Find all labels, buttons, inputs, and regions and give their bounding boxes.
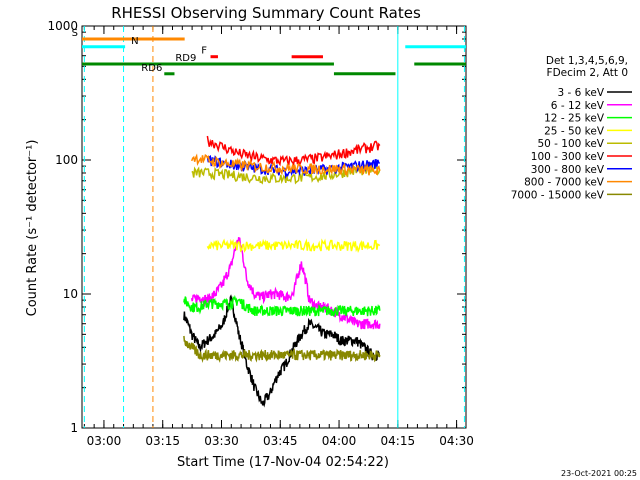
x-tick-label: 03:15	[145, 434, 180, 448]
legend-header-line: Det 1,3,4,5,6,9,	[546, 55, 628, 67]
y-tick-label: 100	[55, 153, 78, 167]
y-tick-label: 1	[70, 421, 78, 435]
flag-label: F	[201, 46, 207, 57]
x-axis: 03:00 03:15 03:30 03:45 04:00 04:15 04:30	[83, 26, 474, 448]
legend-label: 100 - 300 keV	[531, 151, 605, 163]
legend-label: 800 - 7000 keV	[524, 177, 605, 189]
flag-label: S	[72, 28, 78, 39]
x-axis-label: Start Time (17-Nov-04 02:54:22)	[177, 455, 389, 470]
y-axis: 1 10 100 1000	[47, 19, 466, 435]
event-lines	[83, 26, 465, 428]
legend-label: 7000 - 15000 keV	[511, 189, 605, 201]
series-line	[183, 335, 381, 364]
series-line	[190, 153, 381, 176]
x-tick-label: 03:00	[87, 434, 122, 448]
series-line	[206, 238, 381, 253]
flag-label: RD9	[175, 53, 196, 64]
legend-label: 300 - 800 keV	[531, 164, 605, 176]
series-layer	[183, 135, 381, 408]
legend: Det 1,3,4,5,6,9,FDecim 2, Att 0 3 - 6 keV…	[511, 55, 632, 201]
plot-border	[81, 25, 467, 429]
chart-title: RHESSI Observing Summary Count Rates	[111, 4, 421, 22]
legend-label: 12 - 25 keV	[544, 113, 605, 125]
legend-label: 25 - 50 keV	[544, 125, 605, 137]
y-tick-label: 1000	[47, 19, 78, 33]
series-line	[190, 237, 381, 330]
series-line	[183, 294, 381, 408]
y-tick-label: 10	[63, 287, 78, 301]
series-line	[183, 294, 381, 318]
legend-label: 6 - 12 keV	[551, 100, 605, 112]
legend-label: 3 - 6 keV	[557, 87, 604, 99]
footer-timestamp: 23-Oct-2021 00:25	[561, 469, 637, 478]
legend-label: 50 - 100 keV	[537, 138, 604, 150]
legend-header-line: FDecim 2, Att 0	[547, 67, 628, 79]
flag-label: N	[131, 36, 138, 47]
x-tick-label: 04:30	[439, 434, 474, 448]
flag-label: RD6	[141, 63, 162, 74]
plot-frame	[81, 25, 467, 429]
x-tick-label: 03:30	[204, 434, 239, 448]
flag-bars: S N RD9 RD6 F	[72, 28, 466, 76]
x-tick-label: 03:45	[263, 434, 298, 448]
series-line	[206, 155, 380, 179]
series-line	[206, 135, 381, 167]
x-tick-label: 04:15	[381, 434, 416, 448]
x-tick-label: 04:00	[322, 434, 357, 448]
y-axis-label: Count Rate (s⁻¹ detector⁻¹)	[25, 140, 40, 317]
